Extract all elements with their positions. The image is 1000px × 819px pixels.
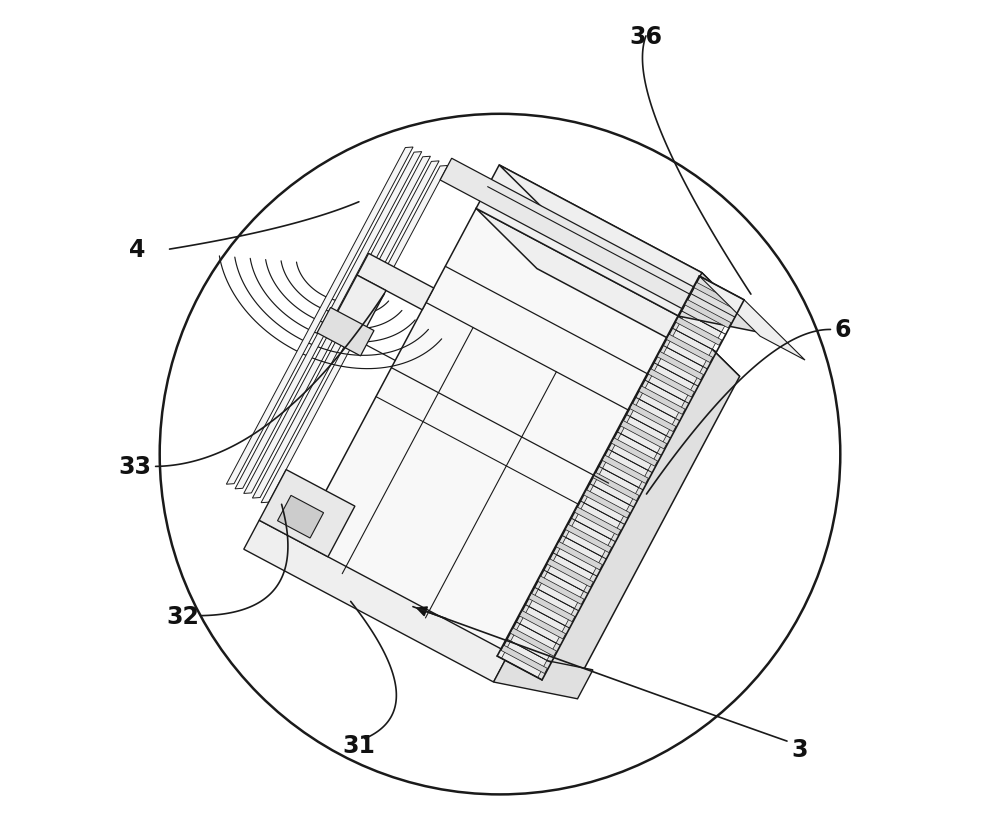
- Polygon shape: [694, 279, 740, 315]
- Polygon shape: [621, 421, 667, 450]
- Polygon shape: [244, 157, 430, 494]
- Polygon shape: [252, 161, 439, 499]
- Polygon shape: [498, 317, 740, 673]
- Polygon shape: [676, 314, 721, 350]
- Polygon shape: [575, 508, 621, 536]
- Polygon shape: [334, 276, 386, 334]
- Polygon shape: [602, 455, 648, 484]
- Text: 6: 6: [835, 318, 851, 342]
- Polygon shape: [648, 365, 694, 401]
- Polygon shape: [666, 335, 713, 363]
- Polygon shape: [648, 369, 694, 397]
- Polygon shape: [565, 525, 612, 553]
- Polygon shape: [357, 254, 434, 310]
- Polygon shape: [520, 607, 565, 643]
- Text: 4: 4: [129, 238, 145, 262]
- Polygon shape: [584, 486, 630, 523]
- Polygon shape: [685, 296, 731, 333]
- Polygon shape: [603, 451, 648, 488]
- Polygon shape: [676, 318, 722, 346]
- Polygon shape: [630, 404, 676, 432]
- Polygon shape: [547, 559, 593, 587]
- Polygon shape: [621, 417, 666, 454]
- Polygon shape: [510, 628, 556, 656]
- Polygon shape: [476, 209, 740, 377]
- Polygon shape: [499, 165, 763, 333]
- Polygon shape: [494, 654, 593, 699]
- Polygon shape: [440, 159, 694, 310]
- Polygon shape: [685, 301, 731, 328]
- Text: 33: 33: [119, 455, 152, 479]
- Text: 31: 31: [343, 733, 375, 758]
- Text: 36: 36: [630, 25, 663, 49]
- Polygon shape: [538, 572, 584, 609]
- Polygon shape: [679, 274, 763, 333]
- Polygon shape: [235, 152, 422, 489]
- Polygon shape: [584, 490, 630, 518]
- Text: 3: 3: [791, 737, 808, 762]
- Polygon shape: [566, 521, 611, 557]
- Polygon shape: [612, 434, 657, 471]
- Polygon shape: [502, 641, 547, 678]
- Polygon shape: [699, 277, 805, 360]
- Polygon shape: [575, 503, 620, 540]
- Polygon shape: [295, 209, 679, 657]
- Polygon shape: [556, 542, 602, 570]
- Polygon shape: [529, 594, 575, 622]
- Polygon shape: [658, 348, 703, 384]
- Polygon shape: [511, 624, 556, 661]
- Polygon shape: [244, 521, 509, 682]
- Polygon shape: [538, 577, 584, 604]
- Polygon shape: [630, 400, 676, 437]
- Polygon shape: [639, 382, 685, 419]
- Polygon shape: [547, 555, 593, 591]
- Polygon shape: [261, 166, 448, 503]
- Polygon shape: [593, 473, 639, 501]
- Polygon shape: [278, 495, 324, 538]
- Polygon shape: [476, 165, 702, 317]
- Polygon shape: [519, 611, 566, 639]
- Polygon shape: [259, 470, 355, 557]
- Polygon shape: [317, 308, 374, 356]
- Polygon shape: [501, 645, 547, 674]
- Polygon shape: [611, 438, 658, 467]
- Polygon shape: [657, 352, 703, 380]
- Polygon shape: [667, 331, 712, 367]
- Polygon shape: [529, 590, 574, 626]
- Polygon shape: [694, 283, 740, 311]
- Polygon shape: [226, 147, 413, 485]
- Polygon shape: [593, 468, 639, 505]
- Polygon shape: [557, 538, 602, 574]
- Polygon shape: [639, 387, 685, 415]
- Text: 32: 32: [166, 604, 199, 628]
